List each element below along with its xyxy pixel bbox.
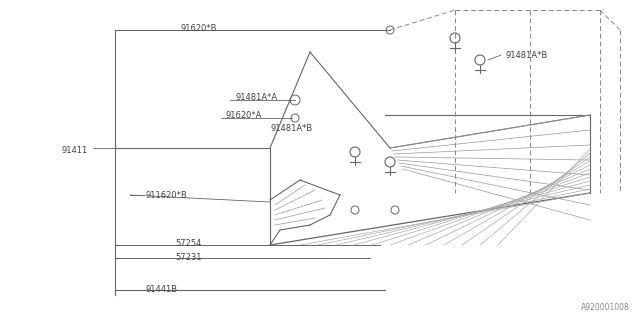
Text: 91620*A: 91620*A: [225, 110, 261, 119]
Text: 57231: 57231: [175, 252, 202, 261]
Text: 91441B: 91441B: [145, 284, 177, 293]
Text: 91481A*A: 91481A*A: [235, 92, 277, 101]
Text: 91481A*B: 91481A*B: [270, 124, 312, 132]
Text: 91481A*B: 91481A*B: [505, 51, 547, 60]
Text: 91411: 91411: [61, 146, 88, 155]
Text: 911620*B: 911620*B: [145, 190, 187, 199]
Text: 91620*B: 91620*B: [180, 23, 216, 33]
Text: 57254: 57254: [175, 239, 202, 249]
Text: A920001008: A920001008: [581, 303, 630, 312]
